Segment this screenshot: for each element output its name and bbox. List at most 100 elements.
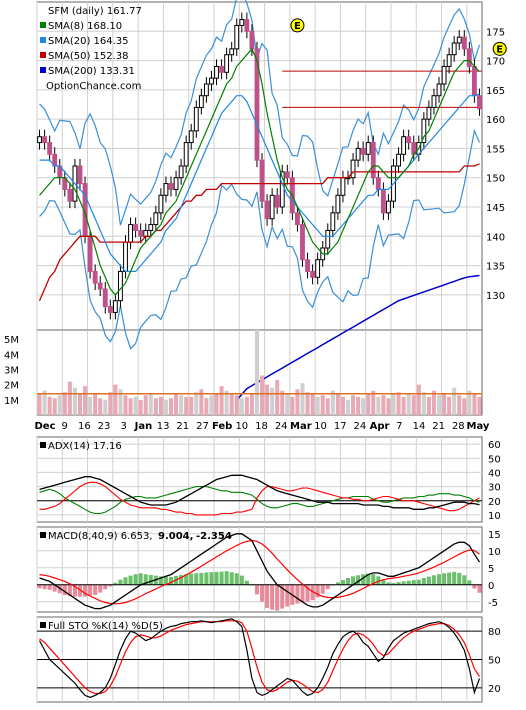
macd-histogram-bar [452, 571, 457, 585]
candle-body [87, 235, 93, 272]
candle-body [193, 106, 199, 132]
macd-histogram-bar [189, 573, 194, 585]
candle-body [128, 224, 133, 243]
candle-body [118, 270, 123, 302]
macd-histogram-bar [335, 582, 340, 585]
macd-histogram-bar [113, 582, 118, 585]
date-tick-label: 21 [176, 421, 189, 432]
legend-entry-title: SFM (daily) 161.77 [48, 6, 142, 17]
volume-bar [320, 395, 325, 415]
minus-di-line [39, 481, 480, 516]
macd-histogram-bar [133, 574, 138, 585]
macd-histogram-bar [381, 579, 386, 585]
volume-bar [163, 399, 168, 415]
date-tick-label: 3 [121, 421, 127, 432]
candle-body [234, 24, 240, 50]
volume-bar [83, 386, 88, 415]
candle-body [284, 171, 290, 179]
volume-bar [421, 392, 426, 415]
volume-bar [244, 396, 249, 415]
adx-tick-label: 20 [488, 497, 501, 508]
macd-histogram-bar [72, 584, 77, 597]
candle-body [421, 118, 427, 144]
volume-tick-label: 5M [4, 335, 19, 346]
earnings-marker [492, 41, 507, 56]
volume-bar [381, 395, 386, 415]
volume-bar [204, 398, 209, 415]
candle-body [249, 30, 255, 50]
adx-line [39, 474, 480, 510]
volume-bar [396, 392, 401, 415]
date-tick-label: 24 [275, 421, 288, 432]
date-tick-label: Mar [290, 421, 312, 432]
date-tick-label: 24 [354, 421, 367, 432]
macd-histogram-bar [194, 573, 199, 585]
volume-bar [260, 375, 265, 415]
candle-body [436, 83, 442, 97]
date-tick-label: Dec [34, 421, 55, 432]
volume-bar [118, 389, 123, 415]
candle-body [183, 142, 189, 167]
date-tick-label: 18 [255, 421, 268, 432]
candle-body [451, 42, 457, 56]
volume-bar [265, 384, 270, 415]
volume-bar [219, 386, 224, 415]
volume-bar [209, 395, 214, 415]
macd-tick-label: 15 [488, 530, 501, 541]
macd-histogram-bar [300, 584, 305, 603]
macd-histogram-bar [416, 579, 421, 585]
macd-histogram-bar [371, 574, 376, 585]
macd-histogram-bar [179, 574, 184, 585]
volume-bar [123, 395, 128, 415]
sto-legend-swatch [40, 622, 46, 628]
volume-bar [62, 392, 67, 415]
candle-body [295, 212, 300, 226]
volume-bar [345, 399, 351, 415]
price-tick-label: 140 [486, 232, 505, 243]
candle-body [42, 136, 48, 144]
candle-body [446, 54, 452, 67]
volume-tick-label: 3M [4, 365, 19, 376]
macd-histogram-bar [214, 571, 219, 585]
volume-bar [305, 392, 310, 415]
candle-body [112, 300, 118, 313]
volume-bar [52, 398, 57, 415]
candle-body [188, 130, 194, 144]
candle-body [143, 229, 149, 237]
macd-histogram-bar [265, 584, 270, 608]
date-tick-label: 17 [334, 421, 347, 432]
candle-body [355, 147, 361, 161]
candle-body [386, 200, 391, 214]
date-tick-label: 13 [157, 421, 170, 432]
candle-body [370, 142, 376, 179]
volume-bar [472, 393, 477, 415]
volume-bar [42, 390, 47, 415]
macd-histogram-bar [93, 584, 98, 595]
adx-legend-label: ADX(14) 17.16 [48, 441, 122, 452]
candle-body [102, 288, 108, 308]
candle-body [259, 159, 265, 202]
candle-body [431, 95, 437, 108]
volume-tick-label: 1M [4, 396, 19, 407]
macd-histogram-bar [477, 584, 482, 593]
volume-bar [239, 398, 244, 415]
macd-tick-label: 0 [488, 581, 494, 592]
macd-histogram-bar [260, 584, 265, 602]
macd-histogram-bar [320, 584, 325, 594]
macd-histogram-bar [396, 582, 401, 585]
macd-histogram-bar [37, 584, 42, 589]
candle-body [350, 159, 356, 179]
candle-body [401, 136, 407, 155]
macd-histogram-bar [421, 578, 426, 585]
macd-histogram-bar [467, 580, 472, 585]
volume-bar [113, 384, 118, 415]
volume-bar [406, 393, 411, 415]
macd-histogram-bar [340, 580, 345, 585]
candle-body [67, 188, 73, 202]
macd-histogram-bar [376, 576, 381, 585]
volume-bar [270, 387, 275, 415]
macd-histogram-bar [168, 576, 174, 585]
volume-bar [153, 398, 158, 415]
volume-bar [158, 396, 163, 415]
